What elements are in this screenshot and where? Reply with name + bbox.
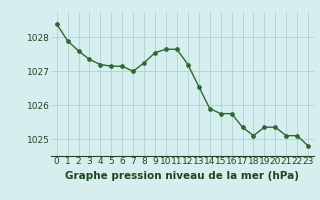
X-axis label: Graphe pression niveau de la mer (hPa): Graphe pression niveau de la mer (hPa) (65, 171, 300, 181)
